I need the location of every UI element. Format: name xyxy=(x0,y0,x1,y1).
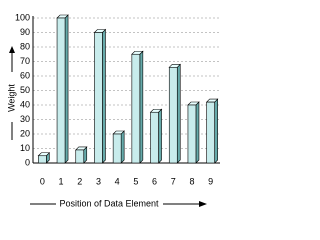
y-tick-label: 40 xyxy=(20,99,30,109)
bar-side xyxy=(64,14,69,164)
x-axis-label: Position of Data Element xyxy=(59,198,159,208)
x-tick-label: 3 xyxy=(96,176,101,186)
bar-side xyxy=(214,98,218,164)
bar xyxy=(168,67,178,164)
y-tick-label: 30 xyxy=(20,114,30,124)
y-tick-label: 50 xyxy=(20,85,30,95)
y-tick-label: 60 xyxy=(20,70,30,80)
bar xyxy=(112,133,122,164)
y-axis-label: Weight xyxy=(6,84,16,112)
x-tick-label: 8 xyxy=(189,176,194,186)
bar xyxy=(206,101,215,164)
bar-side xyxy=(120,130,125,164)
x-tick-label: 0 xyxy=(40,176,45,186)
x-tick-label: 2 xyxy=(77,176,82,186)
bar-side xyxy=(195,101,200,164)
y-tick-label: 10 xyxy=(20,143,30,153)
y-tick-label: 80 xyxy=(20,41,30,51)
y-arrow-head xyxy=(9,46,15,53)
x-tick-label: 4 xyxy=(115,176,120,186)
chart: Weight Position of Data Element 01020304… xyxy=(0,0,240,214)
y-tick-label: 70 xyxy=(20,56,30,66)
x-arrow-head xyxy=(199,201,207,207)
x-tick-label: 5 xyxy=(133,176,138,186)
bar xyxy=(187,104,197,164)
bar xyxy=(150,111,159,164)
bar xyxy=(131,53,141,164)
bar-side xyxy=(102,28,106,164)
bar xyxy=(56,17,66,164)
x-tick-label: 9 xyxy=(208,176,213,186)
y-tick-label: 20 xyxy=(20,128,30,138)
x-tick-label: 1 xyxy=(59,176,64,186)
y-tick-label: 90 xyxy=(20,27,30,37)
x-tick-label: 6 xyxy=(152,176,157,186)
bar xyxy=(94,32,103,164)
x-tick-label: 7 xyxy=(171,176,176,186)
background xyxy=(0,0,240,214)
bar xyxy=(75,149,85,164)
y-tick-label: 0 xyxy=(25,157,30,167)
bar-side xyxy=(139,50,144,164)
bar-side xyxy=(158,108,162,164)
y-tick-label: 100 xyxy=(15,12,30,22)
bar-side xyxy=(176,63,181,164)
bar xyxy=(38,155,47,164)
